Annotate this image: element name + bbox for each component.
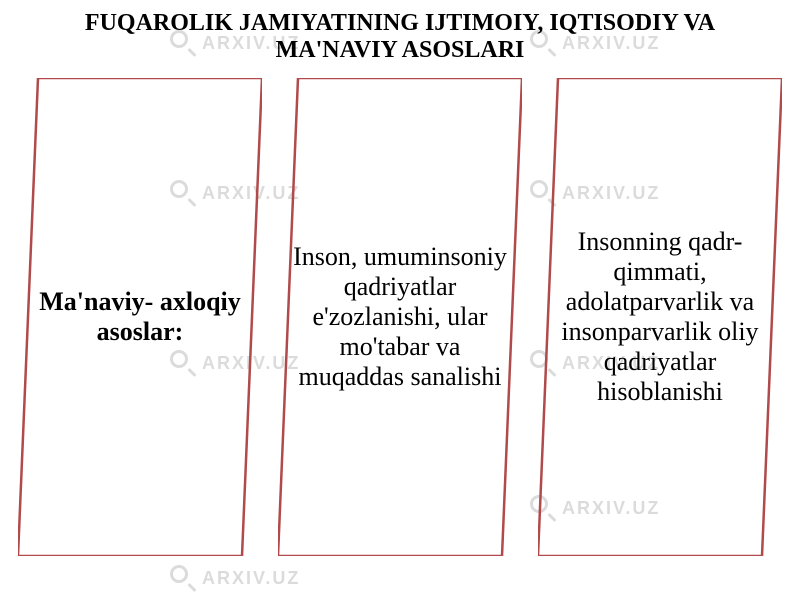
card-2: Inson, umuminsoniy qadriyatlar e'zozlani… [278,78,522,556]
card-3: Insonning qadr- qimmati, adolatparvarlik… [538,78,782,556]
card-text-3: Insonning qadr- qimmati, adolatparvarlik… [538,78,782,556]
title-line-2: MA'NAVIY ASOSLARI [30,37,770,64]
card-text-2: Inson, umuminsoniy qadriyatlar e'zozlani… [278,78,522,556]
cards-row: Ma'naviy- axloqiy asoslar:Inson, umumins… [0,78,800,556]
card-text-1: Ma'naviy- axloqiy asoslar: [18,78,262,556]
watermark-text: ARXIV.UZ [202,568,300,589]
title-line-1: FUQAROLIK JAMIYATINING IJTIMOIY, IQTISOD… [30,10,770,37]
page-title: FUQAROLIK JAMIYATINING IJTIMOIY, IQTISOD… [0,0,800,64]
watermark: ARXIV.UZ [170,565,300,591]
search-icon [170,565,196,591]
card-1: Ma'naviy- axloqiy asoslar: [18,78,262,556]
